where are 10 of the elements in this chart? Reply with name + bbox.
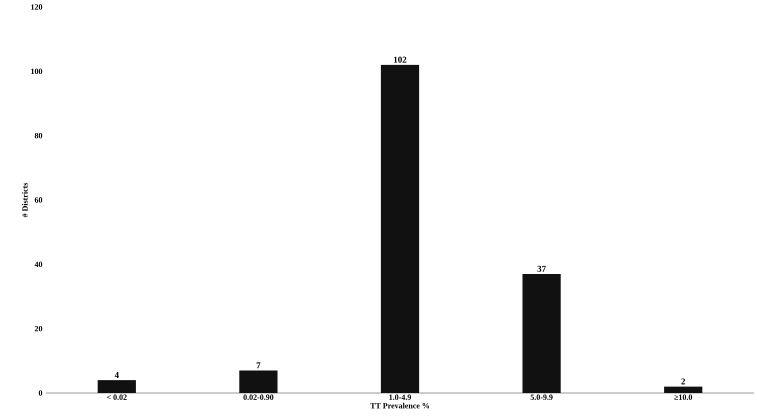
data-label: 37 <box>537 266 546 272</box>
data-label: 7 <box>256 362 260 368</box>
bar <box>380 64 420 393</box>
bar <box>522 274 561 393</box>
data-label: 102 <box>394 56 406 63</box>
bar <box>98 380 136 393</box>
data-label: 4 <box>114 372 119 378</box>
bar <box>664 386 702 393</box>
bar <box>239 370 278 393</box>
data-label: 2 <box>681 378 686 384</box>
